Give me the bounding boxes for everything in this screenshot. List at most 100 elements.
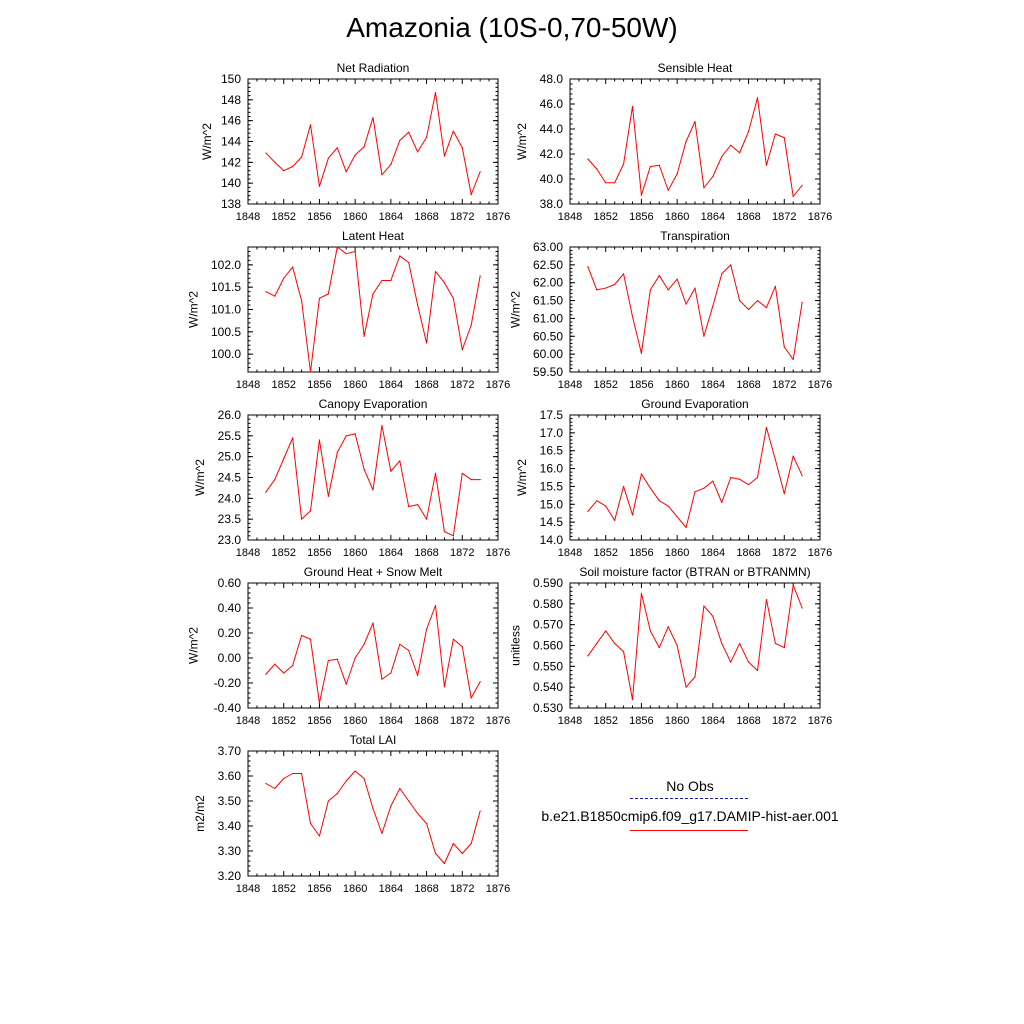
data-point	[605, 630, 607, 632]
y-tick-label: 3.50	[218, 794, 242, 808]
y-tick-label: 3.60	[218, 769, 242, 783]
series-line	[587, 264, 803, 360]
data-point	[640, 592, 643, 595]
data-point	[667, 505, 669, 507]
data-point	[399, 139, 401, 142]
x-tick-label: 1872	[772, 379, 796, 391]
data-point	[479, 681, 481, 683]
x-tick-label: 1868	[736, 547, 760, 559]
y-tick-label: 24.0	[218, 491, 242, 505]
data-point	[614, 182, 616, 184]
data-point	[622, 163, 625, 165]
x-tick-label: 1864	[701, 547, 725, 559]
x-tick-label: 1848	[558, 379, 582, 391]
y-tick-label: 0.40	[218, 601, 242, 615]
data-point	[587, 158, 589, 160]
y-tick-label: 0.580	[533, 597, 563, 611]
series-line	[265, 246, 481, 373]
data-point	[774, 459, 776, 461]
y-tick-label: 62.50	[533, 258, 563, 272]
data-point	[792, 455, 794, 457]
data-point	[765, 307, 768, 309]
data-point	[363, 146, 365, 148]
y-tick-label: 63.00	[533, 240, 563, 254]
y-axis-label: W/m^2	[200, 123, 214, 160]
panel-title: Canopy Evaporation	[319, 397, 428, 411]
data-point	[318, 835, 321, 837]
x-tick-label: 1876	[808, 379, 832, 391]
data-point	[658, 500, 660, 502]
legend-model-label: b.e21.B1850cmip6.f09_g17.DAMIP-hist-aer.…	[541, 808, 839, 824]
data-point	[703, 335, 705, 337]
data-point	[685, 526, 687, 529]
x-tick-label: 1864	[379, 211, 403, 223]
data-point	[667, 189, 669, 191]
data-point	[470, 842, 472, 845]
data-point	[667, 626, 669, 628]
y-tick-label: 60.50	[533, 329, 563, 343]
x-tick-label: 1876	[808, 211, 832, 223]
x-tick-label: 1856	[307, 715, 331, 727]
panel-7: 1848 1852 1856 1860 1864 1868 1872 1876 -0.40 -0.…	[187, 565, 511, 727]
data-point	[425, 518, 428, 520]
data-point	[443, 282, 446, 284]
data-point	[265, 152, 267, 154]
y-axis-label: W/m^2	[509, 291, 523, 328]
data-point	[354, 250, 356, 253]
data-point	[327, 659, 329, 662]
x-tick-label: 1868	[414, 715, 438, 727]
data-point	[390, 163, 392, 166]
data-point	[461, 646, 463, 648]
data-point	[283, 170, 285, 172]
x-tick-label: 1852	[593, 547, 617, 559]
y-axis-label: W/m^2	[187, 291, 201, 328]
data-point	[292, 437, 294, 439]
x-tick-label: 1872	[450, 379, 474, 391]
y-axis-label: W/m^2	[193, 459, 207, 496]
data-point	[309, 510, 312, 512]
data-point	[434, 604, 437, 607]
plot-frame	[247, 414, 499, 541]
data-point	[408, 262, 410, 264]
y-axis-label: unitless	[509, 625, 523, 666]
x-tick-label: 1848	[236, 715, 260, 727]
panel-title: Soil moisture factor (BTRAN or BTRANMN)	[579, 565, 810, 579]
y-tick-label: 62.00	[533, 276, 563, 290]
panel-9: 1848 1852 1856 1860 1864 1868 1872 1876 3.20 3.30…	[193, 733, 510, 895]
data-point	[605, 505, 607, 507]
data-point	[345, 780, 347, 782]
y-tick-label: 0.550	[533, 659, 563, 673]
panel-title: Sensible Heat	[658, 61, 733, 75]
data-point	[354, 154, 356, 156]
y-tick-label: 100.5	[211, 325, 241, 339]
y-tick-label: 48.0	[540, 72, 564, 86]
data-point	[345, 683, 347, 685]
y-tick-label: 3.20	[218, 869, 242, 883]
panel-3: 1848 1852 1856 1860 1864 1868 1872 1876 100.0 100…	[187, 229, 511, 391]
data-point	[345, 435, 347, 437]
y-tick-label: -0.40	[214, 701, 242, 715]
data-point	[363, 777, 365, 780]
y-axis-label: m2/m2	[193, 795, 207, 832]
data-point	[712, 305, 714, 307]
data-point	[703, 187, 705, 189]
series-line	[587, 97, 803, 197]
plot-frame	[569, 78, 821, 205]
y-tick-label: 61.50	[533, 294, 563, 308]
data-point	[283, 277, 285, 279]
data-point	[372, 622, 374, 624]
data-point	[274, 663, 276, 665]
x-tick-label: 1872	[450, 715, 474, 727]
data-point	[801, 301, 803, 303]
data-point	[596, 642, 598, 645]
plot-frame	[569, 414, 821, 541]
data-point	[345, 253, 347, 255]
data-point	[417, 674, 419, 677]
data-point	[685, 140, 687, 143]
data-point	[443, 531, 446, 533]
y-axis-label: W/m^2	[515, 123, 529, 160]
x-tick-label: 1860	[343, 715, 367, 727]
y-tick-label: 24.5	[218, 471, 242, 485]
data-point	[730, 144, 732, 146]
